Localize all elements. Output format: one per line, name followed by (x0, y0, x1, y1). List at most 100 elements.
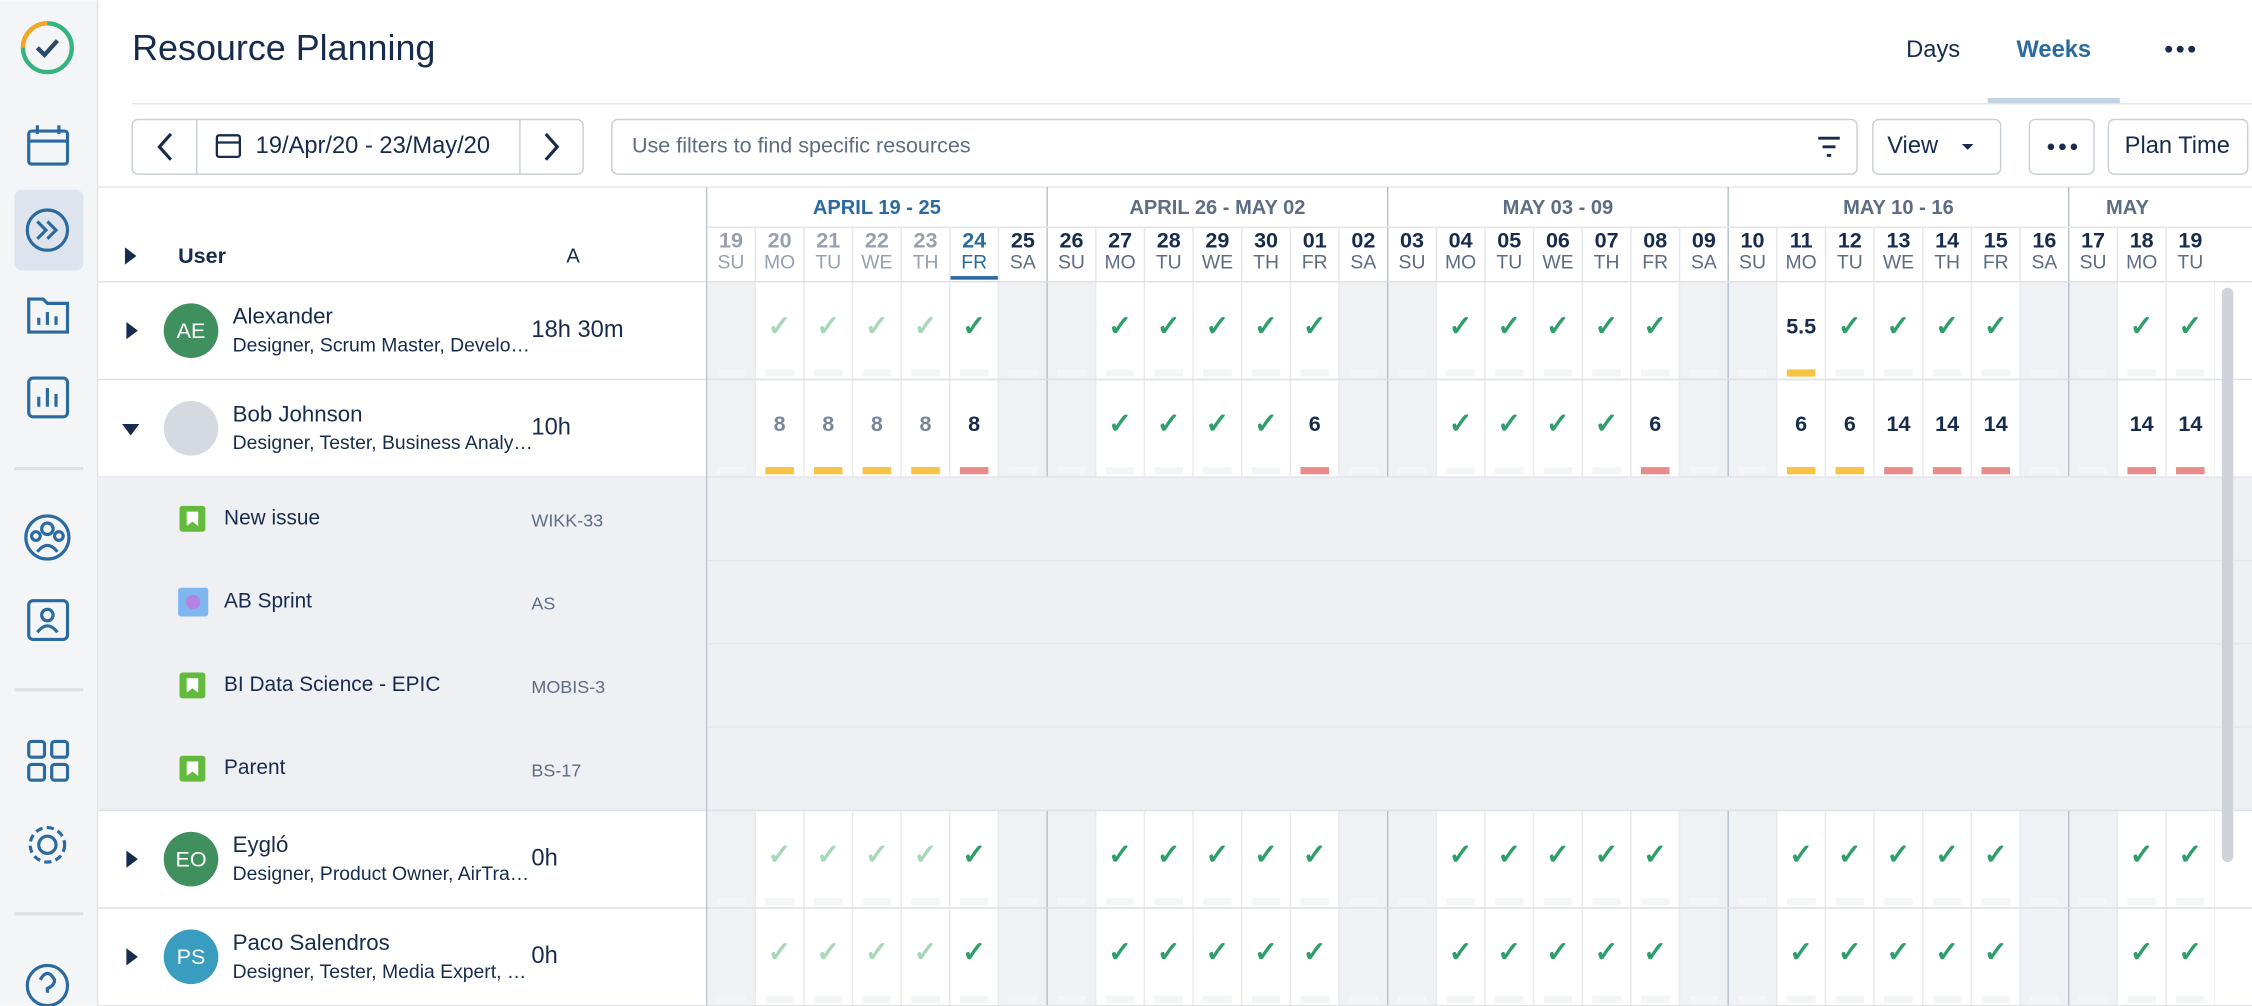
day-of-week: TU (1837, 251, 1863, 273)
load-indicator (765, 995, 794, 1003)
planned-hours: 6 (1844, 412, 1856, 436)
settings-icon[interactable] (28, 826, 67, 864)
load-indicator (2127, 369, 2156, 377)
user-name[interactable]: Paco Salendros (233, 930, 390, 955)
plan-time-button[interactable] (2107, 118, 2249, 175)
date-range[interactable]: 19/Apr/20 - 23/May/20 (256, 133, 490, 159)
availability-check: ✓ (1449, 839, 1473, 871)
user-column-header[interactable]: User (178, 244, 226, 268)
load-indicator (1592, 467, 1621, 475)
next-button[interactable] (544, 132, 560, 161)
day-number: 24 (962, 228, 986, 252)
issue-name[interactable]: AB Sprint (224, 590, 312, 613)
user-name[interactable]: Eygló (233, 832, 289, 857)
day-cell (1678, 809, 1729, 909)
day-cell (706, 907, 756, 1006)
user-icon[interactable] (27, 599, 70, 642)
day-cell (1484, 907, 1535, 1006)
issue-icon-mark (186, 678, 199, 693)
avatar-initials: AE (177, 319, 206, 343)
load-indicator (1786, 369, 1816, 377)
day-of-week: SA (2031, 251, 2057, 273)
availability-check: ✓ (1984, 310, 2008, 342)
calendar-icon[interactable] (27, 125, 70, 166)
issue-name[interactable]: Parent (224, 756, 286, 779)
expand-all[interactable] (124, 247, 137, 265)
load-indicator (813, 369, 843, 377)
day-cell (1678, 378, 1729, 478)
expand-toggle[interactable] (126, 850, 138, 868)
chart-icon[interactable] (27, 376, 70, 419)
day-of-week: TH (1594, 251, 1620, 273)
issue-name[interactable]: BI Data Science - EPIC (224, 673, 440, 696)
load-indicator (1835, 369, 1865, 377)
filter-input[interactable] (611, 118, 1858, 175)
day-number: 26 (1059, 228, 1083, 252)
load-indicator (911, 897, 940, 906)
load-indicator (1835, 467, 1865, 475)
availability-check: ✓ (1205, 839, 1229, 871)
issue-key: WIKK-33 (531, 510, 603, 530)
view-button[interactable] (1872, 118, 2002, 175)
load-indicator (2078, 897, 2108, 906)
day-cell (2068, 378, 2119, 478)
availability-check: ✓ (1254, 839, 1278, 871)
day-cell (1143, 281, 1194, 381)
user-name[interactable]: Alexander (233, 304, 334, 329)
issue-name[interactable]: New issue (224, 506, 320, 529)
day-cell (2019, 281, 2070, 381)
expand-toggle[interactable] (122, 424, 140, 436)
apps-icon[interactable] (27, 739, 70, 782)
day-cell (1532, 281, 1583, 381)
day-number: 30 (1254, 228, 1278, 252)
day-of-week: FR (1642, 251, 1668, 273)
day-of-week: FR (961, 251, 987, 273)
load-indicator (1446, 897, 1475, 906)
availability-check: ✓ (816, 310, 840, 342)
day-cell (1046, 809, 1097, 909)
planned-hours: 5.5 (1786, 314, 1816, 338)
tab[interactable]: Weeks (2016, 37, 2091, 63)
tab[interactable]: Days (1906, 37, 1960, 63)
issue-icon-mark (186, 511, 199, 526)
issue-row (97, 477, 2252, 561)
day-cell (1581, 281, 1632, 381)
load-indicator (2176, 995, 2205, 1003)
day-cell (1630, 907, 1681, 1006)
logo[interactable] (20, 21, 74, 75)
day-cell (2019, 907, 2070, 1006)
availability-check: ✓ (1886, 310, 1910, 342)
load-indicator (1981, 467, 2011, 475)
day-cell (1922, 907, 1973, 1006)
load-indicator (1592, 995, 1621, 1003)
expand-toggle[interactable] (126, 948, 138, 966)
day-cell (1192, 378, 1243, 478)
day-cell (803, 281, 854, 381)
day-of-week: SU (1399, 251, 1426, 273)
filter-icon[interactable] (1818, 136, 1840, 157)
team-icon[interactable] (24, 514, 71, 561)
expand-toggle[interactable] (126, 322, 138, 340)
availability-check: ✓ (913, 839, 937, 871)
load-indicator (959, 467, 989, 475)
load-indicator (2176, 467, 2205, 475)
user-hours: 0h (531, 845, 557, 871)
day-cell (1873, 907, 1924, 1006)
prev-button[interactable] (157, 132, 173, 161)
load-indicator (862, 467, 892, 475)
availability-check: ✓ (2178, 310, 2202, 342)
hours-column-header[interactable]: A (566, 246, 580, 268)
user-name[interactable]: Bob Johnson (233, 401, 363, 426)
availability-check: ✓ (1595, 937, 1619, 969)
day-of-week: SU (1739, 251, 1766, 273)
planned-hours: 14 (1984, 412, 2008, 436)
load-indicator (1446, 369, 1475, 377)
issue-key: BS-17 (531, 760, 581, 780)
day-cell (2068, 809, 2119, 909)
more-menu[interactable] (2165, 45, 2196, 53)
reports-icon[interactable] (27, 297, 70, 334)
scrollbar[interactable] (2221, 287, 2234, 863)
day-of-week: FR (1983, 251, 2009, 273)
planner-icon[interactable] (25, 208, 70, 252)
